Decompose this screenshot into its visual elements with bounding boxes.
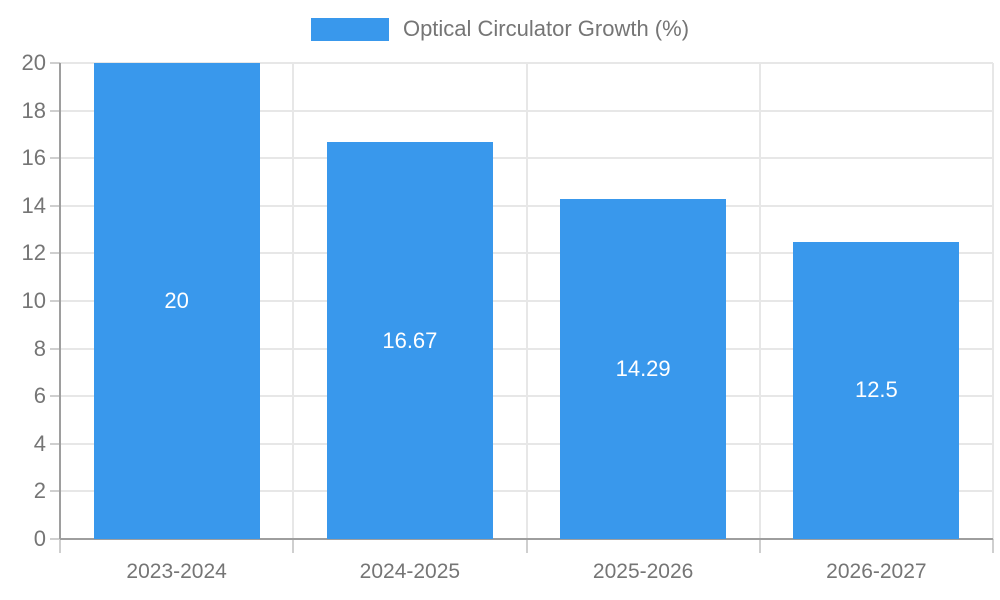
bar-value-label: 20 xyxy=(164,288,189,313)
x-gridline xyxy=(525,63,528,539)
y-tick-mark xyxy=(50,347,60,350)
x-gridline xyxy=(992,63,994,539)
y-tick-mark xyxy=(50,252,60,255)
x-tick-mark xyxy=(292,539,295,553)
y-tick-mark xyxy=(50,490,60,493)
y-tick-mark xyxy=(50,395,60,398)
bar-2026-2027[interactable] xyxy=(793,241,960,539)
bar-value-label: 14.29 xyxy=(615,355,671,381)
legend-label: Optical Circulator Growth (%) xyxy=(402,16,690,41)
bar-2025-2026[interactable] xyxy=(560,198,727,539)
legend-swatch xyxy=(310,17,389,41)
y-tick-mark xyxy=(50,538,60,540)
y-tick-mark xyxy=(50,204,60,207)
x-tick-mark xyxy=(992,539,994,553)
y-axis-tick-label: 14 xyxy=(21,192,46,218)
x-gridline xyxy=(292,63,295,539)
y-axis-tick-label: 2 xyxy=(33,478,46,504)
y-axis-tick-label: 8 xyxy=(33,335,46,361)
y-tick-mark xyxy=(50,109,60,112)
bar-value-label: 16.67 xyxy=(382,327,438,353)
bar-2023-2024[interactable] xyxy=(93,63,260,539)
legend-item[interactable]: Optical Circulator Growth (%) xyxy=(0,16,1000,42)
y-axis-line xyxy=(59,63,61,539)
x-tick-mark xyxy=(525,539,528,553)
y-axis-tick-label: 4 xyxy=(33,430,46,456)
bar-2024-2025[interactable] xyxy=(326,142,493,539)
y-axis-tick-label: 16 xyxy=(21,145,46,171)
bar-value-label: 12.5 xyxy=(854,377,898,403)
y-axis-tick-label: 6 xyxy=(33,383,46,409)
x-gridline xyxy=(758,63,761,539)
y-tick-mark xyxy=(50,300,60,302)
y-tick-mark xyxy=(50,62,60,64)
x-axis-tick-label: 2023-2024 xyxy=(126,560,227,583)
y-axis-tick-label: 10 xyxy=(21,288,46,313)
x-tick-mark xyxy=(59,539,61,553)
y-tick-mark xyxy=(50,157,60,160)
y-axis-tick-label: 0 xyxy=(33,526,46,551)
x-axis-line xyxy=(60,538,993,540)
x-axis-tick-label: 2024-2025 xyxy=(359,560,461,583)
x-axis-tick-label: 2026-2027 xyxy=(826,560,927,583)
y-axis-tick-label: 12 xyxy=(21,240,46,266)
x-tick-mark xyxy=(758,539,761,553)
y-tick-mark xyxy=(50,442,60,445)
y-axis-tick-label: 20 xyxy=(21,50,46,75)
x-axis-tick-label: 2025-2026 xyxy=(592,560,694,583)
y-axis-tick-label: 18 xyxy=(21,97,46,123)
